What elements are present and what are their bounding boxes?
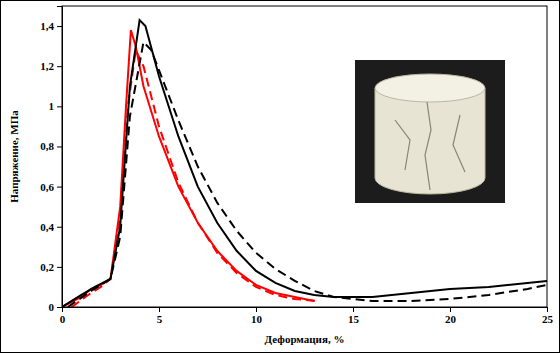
x-tick-mark: [159, 307, 160, 312]
y-tick: 0,6: [40, 181, 62, 193]
y-tick-label: 1,2: [40, 60, 54, 72]
x-tick-mark: [256, 307, 257, 312]
x-tick-label: 20: [445, 313, 457, 325]
x-tick-mark: [450, 307, 451, 312]
x-tick-label: 10: [251, 313, 263, 325]
y-tick-label: 0,4: [40, 221, 54, 233]
y-tick-label: 0,6: [40, 181, 54, 193]
x-axis-line: [63, 308, 548, 313]
y-tick-label: 0: [49, 301, 55, 313]
y-tick-label: 1: [49, 100, 55, 112]
y-axis: 0 0,2 0,4 0,6 0,8 1 1,2 1,4: [40, 7, 62, 314]
y-tick-label: 0,8: [40, 140, 54, 152]
x-tick: 25: [542, 307, 554, 325]
y-tick: 0,8: [40, 140, 62, 152]
y-tick: 1,2: [40, 60, 62, 72]
x-tick-mark: [547, 307, 548, 312]
y-tick-mark: [57, 106, 62, 107]
y-tick-mark: [57, 146, 62, 147]
x-tick-label: 25: [542, 313, 554, 325]
x-tick: 15: [348, 307, 360, 325]
plot-frame: [62, 6, 547, 307]
y-axis-line: [57, 7, 63, 308]
y-tick: 0,4: [40, 221, 62, 233]
x-tick-label: 15: [348, 313, 360, 325]
series-line: [62, 20, 547, 307]
inset-cylinder-top: [375, 74, 485, 102]
y-tick: 0: [49, 301, 63, 313]
y-tick-mark: [57, 187, 62, 188]
x-tick-mark: [353, 307, 354, 312]
x-tick: 10: [251, 307, 263, 325]
series-line: [62, 30, 314, 307]
y-tick-mark: [57, 267, 62, 268]
y-tick: 0,2: [40, 261, 62, 273]
y-axis-title: Напряжение, МПа: [8, 110, 20, 203]
lines: [62, 20, 547, 307]
x-tick: 20: [445, 307, 457, 325]
x-axis-title: Деформация, %: [265, 333, 345, 345]
chart: 0 5 10 15 20 25 0 0,2 0,4 0,6 0,8 1 1,2 1,4 Деформация…: [0, 0, 560, 353]
y-tick-label: 0,2: [40, 261, 54, 273]
series-line: [68, 42, 547, 307]
plot: 0 5 10 15 20 25 0 0,2 0,4 0,6 0,8 1 1,2 1,4: [40, 6, 553, 325]
y-tick-mark: [57, 66, 62, 67]
y-tick-label: 1,4: [40, 20, 54, 32]
x-tick: 0: [60, 307, 66, 325]
y-tick: 1: [49, 100, 63, 112]
y-tick-mark: [57, 307, 62, 308]
y-tick: 1,4: [40, 20, 62, 32]
inset-background: [355, 60, 505, 203]
y-tick-mark: [57, 227, 62, 228]
figure-border: [1, 1, 560, 353]
inset-cracks: [395, 102, 465, 190]
inset-photo: [355, 60, 505, 203]
y-tick-mark: [57, 26, 62, 27]
x-axis: 0 5 10 15 20 25: [60, 307, 554, 325]
x-tick: 5: [157, 307, 163, 325]
inset-cylinder: [375, 88, 485, 194]
x-tick-label: 5: [157, 313, 163, 325]
x-tick-label: 0: [60, 313, 66, 325]
